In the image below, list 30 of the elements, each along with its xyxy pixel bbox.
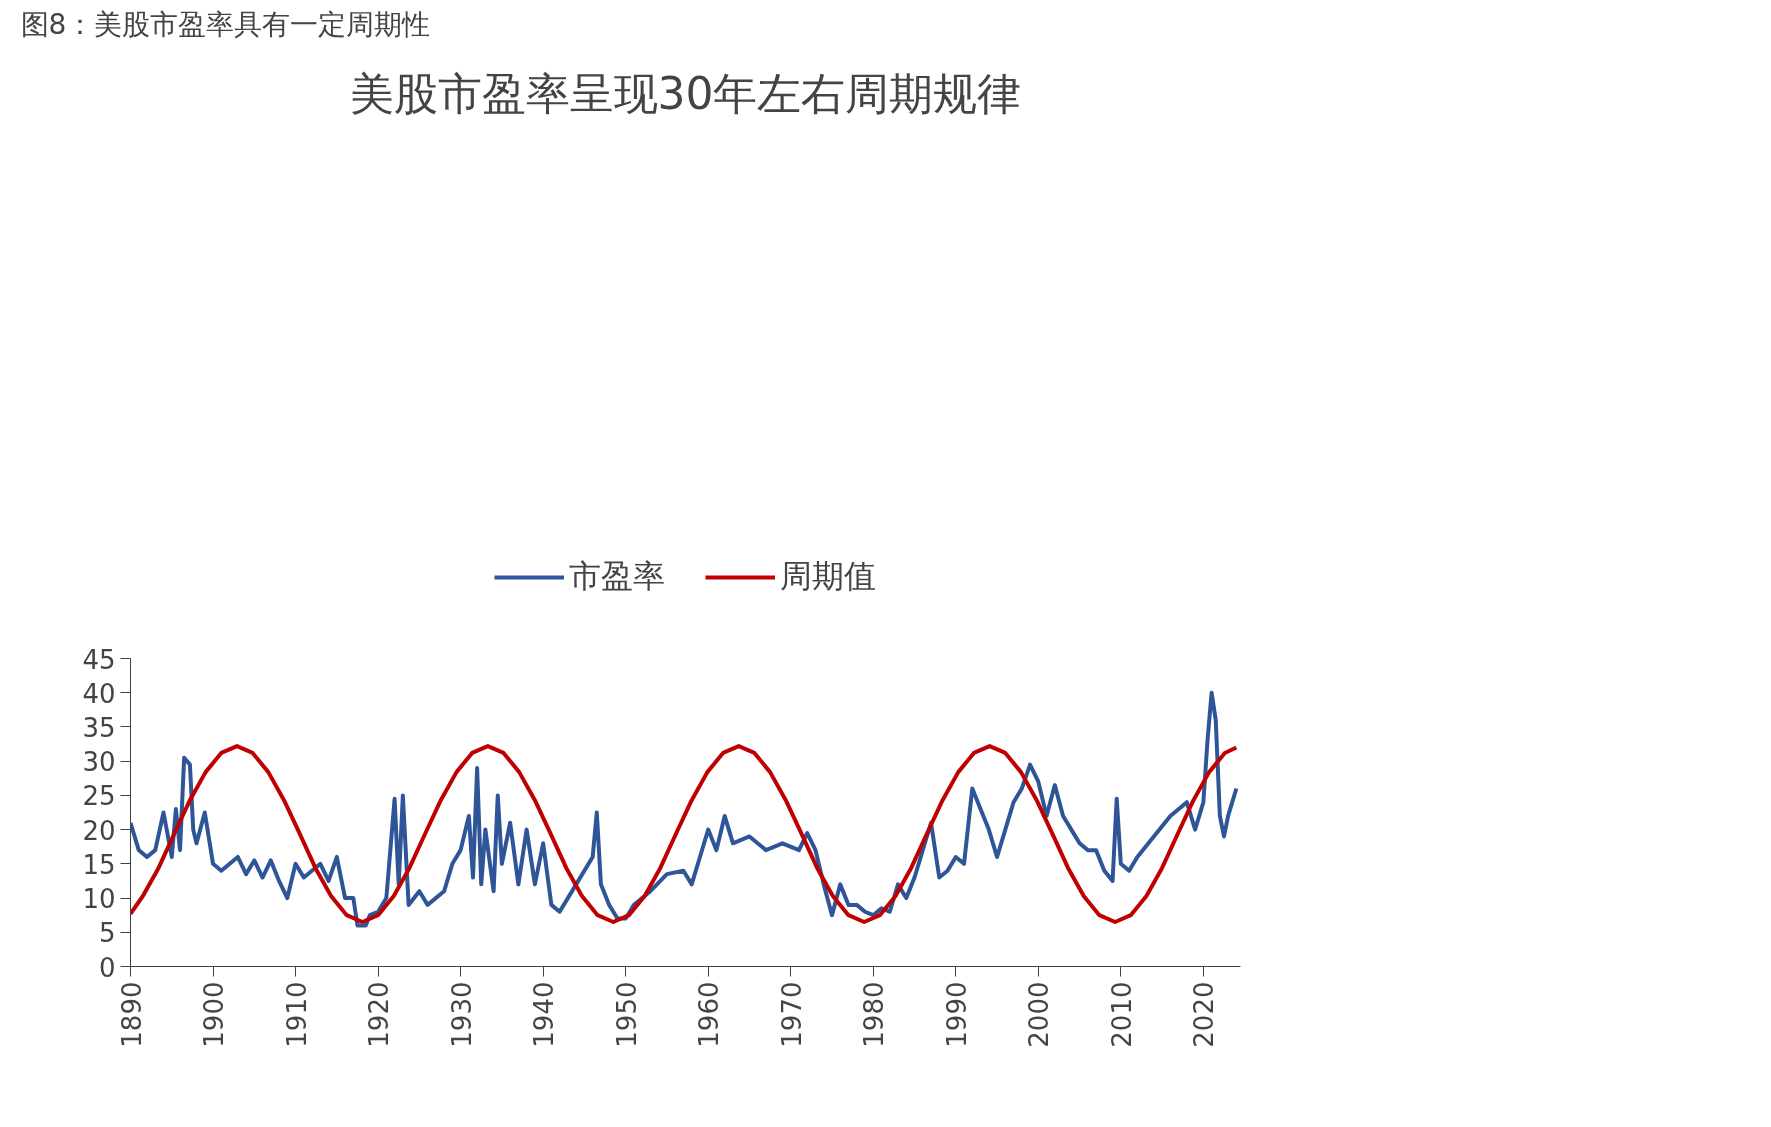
y-tick-label: 25	[82, 781, 116, 812]
y-tick-label: 30	[82, 747, 116, 778]
chart-title: 美股市盈率呈现30年左右周期规律	[349, 67, 1022, 119]
chart-subtitle: 图8：美股市盈率具有一定周期性	[20, 7, 431, 41]
x-tick-label: 1930	[446, 981, 477, 1048]
x-tick-label: 1980	[859, 981, 890, 1048]
y-tick-label: 45	[82, 644, 116, 675]
x-tick-label: 1920	[364, 981, 395, 1048]
line-series	[130, 744, 1239, 925]
y-tick-label: 0	[98, 952, 116, 983]
legend-label: 市盈率	[569, 555, 665, 597]
y-tick-label: 35	[82, 712, 116, 743]
x-tick-label: 1970	[776, 981, 807, 1048]
line-series	[130, 690, 1239, 928]
x-tick-label: 1890	[116, 981, 147, 1048]
x-tick-label: 2010	[1106, 981, 1137, 1048]
x-tick-label: 1960	[694, 981, 725, 1048]
x-tick-label: 1990	[941, 981, 972, 1048]
legend-label: 周期值	[780, 555, 876, 597]
x-tick-label: 2020	[1189, 981, 1220, 1048]
x-tick-label: 1940	[529, 981, 560, 1048]
y-tick-label: 5	[98, 918, 116, 949]
y-tick-label: 40	[82, 678, 116, 709]
x-tick-label: 1950	[611, 981, 642, 1048]
x-tick-label: 1900	[199, 981, 230, 1048]
y-tick-label: 10	[82, 884, 116, 915]
y-tick-label: 15	[82, 849, 116, 880]
x-tick-label: 2000	[1024, 981, 1055, 1048]
x-tick-label: 1910	[281, 981, 312, 1048]
y-tick-label: 20	[82, 815, 116, 846]
